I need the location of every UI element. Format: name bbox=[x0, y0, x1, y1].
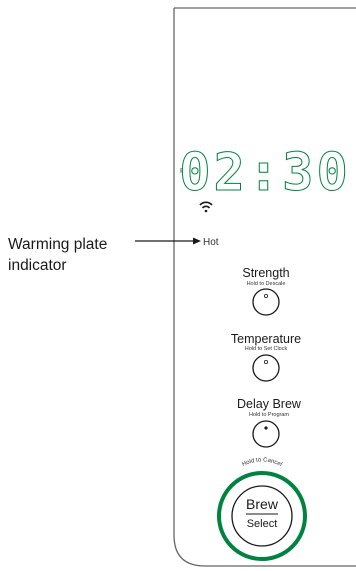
callout-label-line2: indicator bbox=[8, 257, 67, 274]
delay-brew-label: Delay Brew bbox=[237, 397, 302, 411]
brew-inner-ring bbox=[231, 485, 293, 547]
temperature-hint: Hold to Set Clock bbox=[245, 346, 288, 352]
brew-hold-to-cancel-label: Hold to Cancel bbox=[241, 457, 283, 468]
time-display: 02:30 bbox=[179, 143, 351, 204]
temperature-label: Temperature bbox=[231, 332, 301, 346]
brew-label: Brew bbox=[246, 496, 279, 512]
callout-label-line1: Warming plate bbox=[8, 236, 107, 253]
wifi-icon bbox=[199, 201, 213, 213]
delay-brew-button[interactable] bbox=[252, 420, 280, 448]
brew-select-button[interactable]: Brew Select bbox=[217, 471, 307, 561]
temperature-button[interactable] bbox=[252, 354, 280, 382]
strength-label: Strength bbox=[242, 266, 289, 280]
panel-outline bbox=[173, 7, 356, 567]
temperature-led-icon bbox=[263, 359, 268, 364]
strength-led-icon bbox=[263, 293, 268, 298]
delay-brew-hint: Hold to Program bbox=[249, 412, 289, 418]
strength-hint: Hold to Descale bbox=[247, 281, 286, 287]
time-display-text: 02:30 bbox=[179, 143, 351, 203]
select-label: Select bbox=[247, 518, 278, 530]
warming-plate-hot-indicator: Hot bbox=[203, 237, 219, 248]
pm-indicator: PM bbox=[180, 168, 191, 175]
callout-arrowhead bbox=[193, 237, 201, 245]
strength-button[interactable] bbox=[252, 288, 280, 316]
delay-brew-led-icon bbox=[264, 426, 268, 430]
